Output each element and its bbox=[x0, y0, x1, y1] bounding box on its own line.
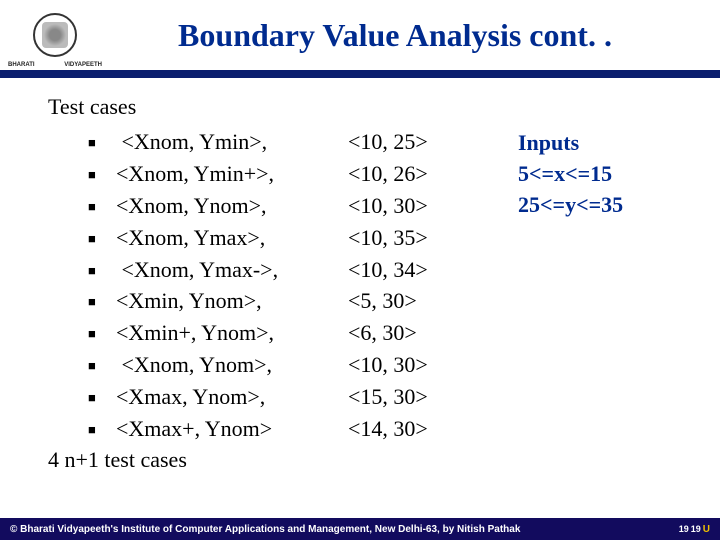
test-case-row: ■<Xnom, Ymax>, bbox=[48, 222, 348, 254]
test-case-label: <Xnom, Ymin>, bbox=[116, 126, 267, 158]
header: BHARATI VIDYAPEETH Boundary Value Analys… bbox=[0, 0, 720, 70]
bullet-icon: ■ bbox=[88, 389, 116, 408]
test-case-label: <Xnom, Ynom>, bbox=[116, 349, 272, 381]
footer-copyright: © Bharati Vidyapeeth's Institute of Comp… bbox=[10, 524, 520, 535]
test-case-value: <10, 34> bbox=[348, 254, 498, 286]
test-case-label: <Xmin+, Ynom>, bbox=[116, 317, 274, 349]
test-case-value: <15, 30> bbox=[348, 381, 498, 413]
test-case-value: <10, 35> bbox=[348, 222, 498, 254]
test-case-label: <Xnom, Ymax->, bbox=[116, 254, 278, 286]
logo-text-right: VIDYAPEETH bbox=[64, 62, 102, 68]
logo-emblem-icon bbox=[33, 13, 77, 57]
section-heading: Test cases bbox=[48, 94, 680, 120]
test-case-row: ■<Xnom, Ynom>, bbox=[48, 190, 348, 222]
inputs-range-y: 25<=y<=35 bbox=[518, 190, 680, 221]
test-case-row: ■<Xnom, Ymin+>, bbox=[48, 158, 348, 190]
test-case-label: <Xnom, Ynom>, bbox=[116, 190, 267, 222]
slide-title: Boundary Value Analysis cont. . bbox=[110, 17, 720, 54]
footer-bar: © Bharati Vidyapeeth's Institute of Comp… bbox=[0, 518, 720, 540]
footer-page-a: 19 bbox=[679, 524, 689, 534]
bullet-icon: ■ bbox=[88, 293, 116, 312]
test-case-label: <Xnom, Ymax>, bbox=[116, 222, 265, 254]
footer-page-info: 19 19 U bbox=[679, 524, 710, 535]
test-case-label: <Xmax+, Ynom> bbox=[116, 413, 272, 445]
test-cases-column: ■ <Xnom, Ymin>,■<Xnom, Ymin+>,■<Xnom, Yn… bbox=[48, 126, 348, 445]
divider-bar bbox=[0, 70, 720, 78]
bullet-icon: ■ bbox=[88, 262, 116, 281]
test-case-value: <5, 30> bbox=[348, 285, 498, 317]
bullet-icon: ■ bbox=[88, 421, 116, 440]
test-case-value: <10, 30> bbox=[348, 190, 498, 222]
test-case-row: ■ <Xnom, Ymax->, bbox=[48, 254, 348, 286]
summary-line: 4 n+1 test cases bbox=[48, 447, 680, 473]
logo-area: BHARATI VIDYAPEETH bbox=[0, 0, 110, 70]
test-case-row: ■ <Xnom, Ynom>, bbox=[48, 349, 348, 381]
inputs-box: Inputs 5<=x<=15 25<=y<=35 bbox=[498, 126, 680, 445]
cases-wrap: ■ <Xnom, Ymin>,■<Xnom, Ymin+>,■<Xnom, Yn… bbox=[48, 126, 680, 445]
test-case-value: <10, 30> bbox=[348, 349, 498, 381]
test-case-label: <Xmin, Ynom>, bbox=[116, 285, 262, 317]
test-case-row: ■<Xmin+, Ynom>, bbox=[48, 317, 348, 349]
test-case-row: ■<Xmin, Ynom>, bbox=[48, 285, 348, 317]
logo-banner: BHARATI VIDYAPEETH bbox=[0, 62, 110, 68]
test-case-value: <6, 30> bbox=[348, 317, 498, 349]
values-column: <10, 25><10, 26><10, 30><10, 35><10, 34>… bbox=[348, 126, 498, 445]
bullet-icon: ■ bbox=[88, 166, 116, 185]
test-case-row: ■<Xmax+, Ynom> bbox=[48, 413, 348, 445]
test-case-label: <Xnom, Ymin+>, bbox=[116, 158, 274, 190]
test-case-value: <14, 30> bbox=[348, 413, 498, 445]
logo-inner-icon bbox=[42, 22, 68, 48]
footer-page-b: 19 bbox=[691, 524, 701, 534]
logo-text-left: BHARATI bbox=[8, 62, 35, 68]
test-case-value: <10, 26> bbox=[348, 158, 498, 190]
test-case-label: <Xmax, Ynom>, bbox=[116, 381, 265, 413]
test-case-row: ■<Xmax, Ynom>, bbox=[48, 381, 348, 413]
test-case-row: ■ <Xnom, Ymin>, bbox=[48, 126, 348, 158]
bullet-icon: ■ bbox=[88, 325, 116, 344]
inputs-heading: Inputs bbox=[518, 128, 680, 159]
bullet-icon: ■ bbox=[88, 198, 116, 217]
bullet-icon: ■ bbox=[88, 230, 116, 249]
footer-marker: U bbox=[703, 524, 710, 535]
inputs-range-x: 5<=x<=15 bbox=[518, 159, 680, 190]
bullet-icon: ■ bbox=[88, 357, 116, 376]
bullet-icon: ■ bbox=[88, 134, 116, 153]
content-area: Test cases ■ <Xnom, Ymin>,■<Xnom, Ymin+>… bbox=[0, 78, 720, 473]
test-case-value: <10, 25> bbox=[348, 126, 498, 158]
